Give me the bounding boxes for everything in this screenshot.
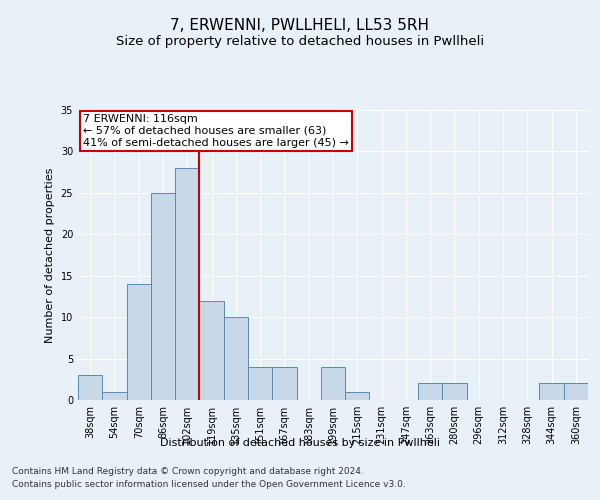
Bar: [272, 367, 296, 400]
Bar: [539, 384, 564, 400]
Text: 7, ERWENNI, PWLLHELI, LL53 5RH: 7, ERWENNI, PWLLHELI, LL53 5RH: [170, 18, 430, 32]
Text: Size of property relative to detached houses in Pwllheli: Size of property relative to detached ho…: [116, 35, 484, 48]
Bar: [199, 300, 224, 400]
Bar: [102, 392, 127, 400]
Bar: [345, 392, 370, 400]
Bar: [442, 384, 467, 400]
Bar: [151, 193, 175, 400]
Bar: [127, 284, 151, 400]
Text: Contains HM Land Registry data © Crown copyright and database right 2024.: Contains HM Land Registry data © Crown c…: [12, 468, 364, 476]
Text: Distribution of detached houses by size in Pwllheli: Distribution of detached houses by size …: [160, 438, 440, 448]
Bar: [175, 168, 199, 400]
Text: 7 ERWENNI: 116sqm
← 57% of detached houses are smaller (63)
41% of semi-detached: 7 ERWENNI: 116sqm ← 57% of detached hous…: [83, 114, 349, 148]
Bar: [248, 367, 272, 400]
Text: Contains public sector information licensed under the Open Government Licence v3: Contains public sector information licen…: [12, 480, 406, 489]
Bar: [564, 384, 588, 400]
Bar: [321, 367, 345, 400]
Bar: [224, 317, 248, 400]
Y-axis label: Number of detached properties: Number of detached properties: [45, 168, 55, 342]
Bar: [418, 384, 442, 400]
Bar: [78, 375, 102, 400]
